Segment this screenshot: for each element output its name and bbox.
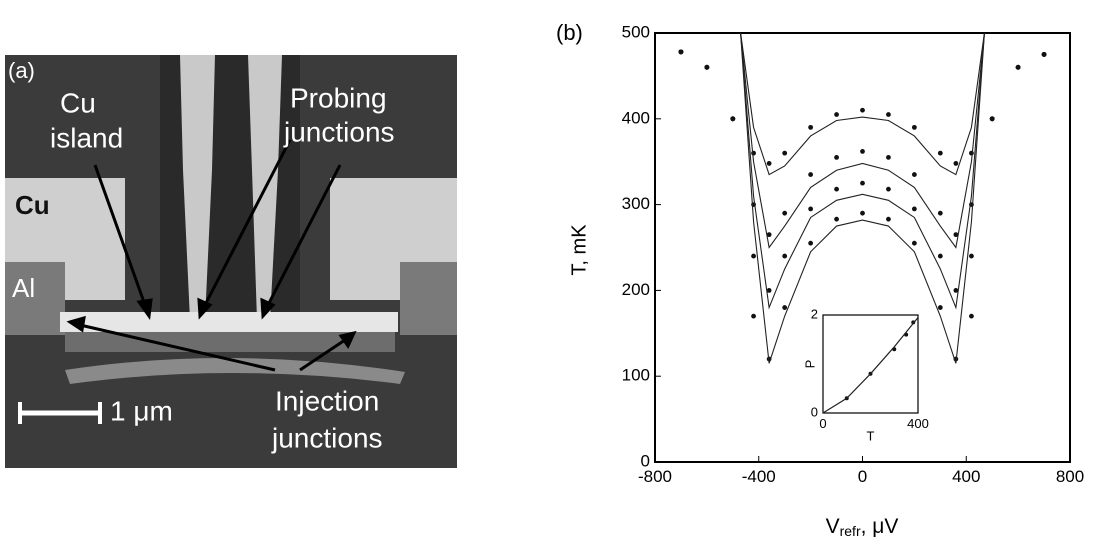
data-point (969, 313, 974, 319)
data-point (937, 305, 943, 310)
x-label-main: V (826, 515, 840, 538)
data-point (860, 210, 865, 216)
x-axis-label: Vrefr, μV (826, 515, 899, 538)
scale-bar-label: 1 μm (110, 395, 173, 426)
y-tick-label: 200 (622, 280, 650, 299)
data-point (782, 253, 788, 259)
y-tick-label: 500 (622, 22, 650, 41)
data-point (953, 232, 959, 238)
data-point (860, 180, 865, 186)
data-point (886, 112, 891, 117)
inset-background (823, 315, 918, 413)
data-point (782, 305, 788, 310)
data-point (766, 161, 772, 166)
data-point (766, 288, 772, 293)
data-point (860, 107, 865, 113)
data-point (860, 149, 865, 154)
data-point (969, 150, 974, 156)
label-probing: junctions (283, 116, 395, 147)
fit-line (822, 317, 919, 414)
data-point (808, 124, 814, 130)
x-tick-label: 400 (907, 416, 929, 431)
data-point (911, 240, 917, 246)
data-point (1041, 52, 1047, 57)
x-label-unit: , μV (861, 515, 899, 538)
x-tick-label: 800 (1056, 467, 1084, 486)
data-point (989, 116, 995, 122)
data-point (834, 216, 839, 222)
panel-label: (a) (8, 58, 35, 83)
data-point (937, 150, 943, 156)
x-tick-label: 400 (952, 467, 980, 486)
data-point (782, 210, 788, 216)
inset-x-label: T (867, 428, 875, 443)
data-point (953, 288, 959, 293)
y-tick-label: 300 (622, 194, 650, 213)
y-tick-label: 400 (622, 108, 650, 127)
label-al: Al (12, 273, 35, 303)
data-point (834, 112, 839, 117)
y-axis-label: T, mK (568, 224, 590, 276)
data-point (751, 313, 756, 319)
data-point (937, 210, 943, 216)
label-cu-island: Cu (60, 87, 96, 118)
label-probing: Probing (290, 82, 387, 113)
label-injection: junctions (271, 422, 383, 453)
y-tick-label: 100 (622, 366, 650, 385)
data-point (911, 124, 917, 130)
y-tick-label: 0 (641, 451, 650, 470)
data-point (911, 206, 917, 212)
data-point (886, 216, 891, 222)
plot-frame (822, 314, 919, 414)
data-point (886, 155, 891, 160)
data-point (1015, 64, 1021, 70)
data-point (808, 240, 814, 246)
x-tick-label: 0 (858, 467, 867, 486)
label-injection: Injection (275, 385, 379, 416)
data-point (834, 155, 839, 160)
data-point (834, 186, 839, 192)
fit-line (740, 32, 985, 364)
data-point (751, 253, 756, 259)
data-point (766, 232, 772, 238)
fit-line (740, 32, 985, 249)
x-tick-label: -800 (638, 467, 672, 486)
panel-label: (b) (556, 20, 583, 45)
y-tick-label: 2 (811, 306, 818, 321)
data-point (704, 64, 710, 70)
data-point (808, 172, 814, 177)
data-point (911, 172, 917, 177)
fit-line (740, 32, 985, 176)
data-point (969, 253, 974, 259)
x-tick-label: 0 (819, 416, 826, 431)
y-tick-label: 0 (811, 404, 818, 419)
data-point (751, 150, 756, 156)
fit-line (740, 32, 985, 310)
data-point (953, 161, 959, 166)
inset-y-label: P (802, 360, 817, 369)
label-cu: Cu (15, 190, 50, 220)
x-tick-label: -400 (742, 467, 776, 486)
data-point (678, 49, 684, 55)
data-point (937, 253, 943, 259)
x-label-sub: refr (840, 523, 861, 538)
label-cu-island: island (50, 122, 123, 153)
data-point (782, 150, 788, 156)
sem-image (5, 55, 457, 468)
data-point (730, 116, 736, 122)
data-point (886, 186, 891, 192)
data-point (808, 206, 814, 212)
